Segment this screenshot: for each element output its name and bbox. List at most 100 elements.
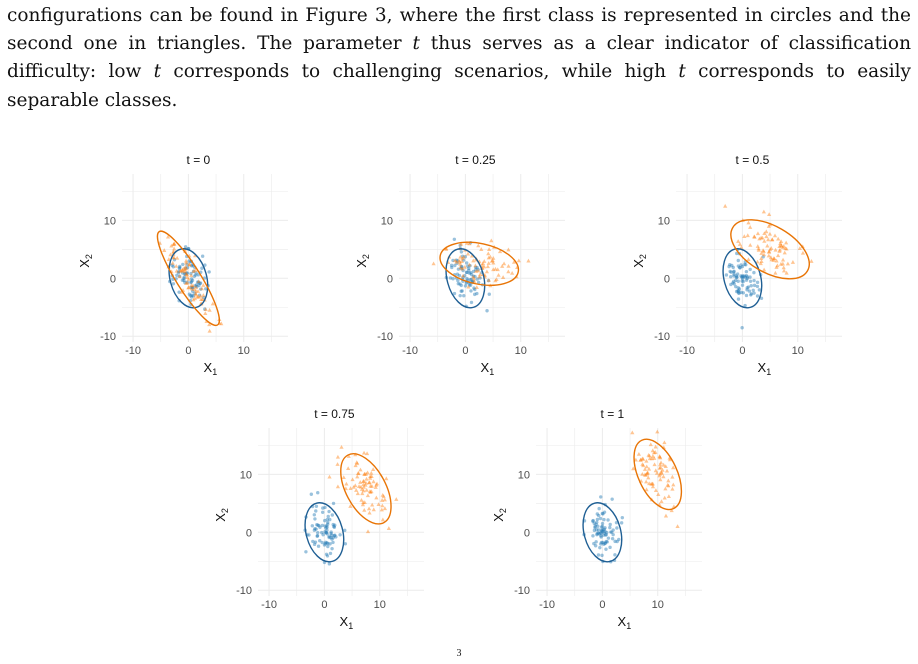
class2-point — [652, 456, 657, 460]
class1-point — [191, 269, 196, 274]
class1-point — [181, 262, 185, 267]
y-axis-label-sub: 2 — [498, 508, 508, 513]
class2-point — [782, 250, 787, 255]
class2-point — [191, 297, 196, 302]
class1-point — [461, 258, 466, 262]
class1-point — [611, 528, 615, 532]
class1-point — [603, 541, 607, 545]
x-axis-label: X1 — [204, 360, 218, 377]
class1-point — [459, 283, 463, 288]
class2-point — [636, 452, 642, 456]
class1-point — [606, 518, 610, 522]
class2-point — [657, 454, 662, 459]
class1-point — [599, 542, 603, 546]
class2-point — [758, 261, 763, 266]
class2-point — [361, 450, 367, 455]
class1-point — [198, 281, 202, 286]
class2-point — [171, 242, 176, 247]
class2-point — [800, 244, 805, 249]
class2-point — [200, 297, 205, 301]
class1-point — [191, 294, 196, 298]
class2-point — [767, 247, 773, 252]
class1-point — [731, 265, 735, 270]
x-tick-label: 0 — [462, 345, 468, 357]
class2-point — [666, 478, 671, 483]
class1-point — [749, 284, 753, 288]
class2-point — [474, 285, 479, 289]
class1-point — [325, 532, 329, 536]
class1-point — [476, 280, 481, 285]
y-tick-label: 0 — [524, 527, 530, 539]
class1-point — [486, 278, 491, 283]
class1-ellipse — [304, 502, 345, 563]
class1-point — [312, 513, 317, 517]
class1-point — [596, 531, 600, 535]
class1-point — [595, 532, 599, 536]
class1-point — [605, 530, 609, 535]
class1-point — [324, 530, 328, 535]
class2-point — [350, 477, 355, 482]
class1-point — [327, 534, 331, 539]
y-axis-label: X2 — [354, 254, 371, 268]
class1-point — [460, 254, 465, 258]
class1-point — [458, 243, 462, 248]
class1-point — [193, 291, 197, 295]
class1-point — [603, 529, 607, 534]
class2-point — [662, 495, 667, 500]
class2-point — [490, 258, 495, 262]
class1-point — [739, 290, 743, 295]
class1-point — [755, 284, 760, 289]
class1-point — [189, 271, 193, 276]
class2-point — [201, 283, 206, 287]
class2-point — [192, 296, 198, 301]
class2-point — [361, 479, 366, 484]
class2-point — [526, 258, 531, 263]
class1-point — [198, 281, 203, 285]
class1-point — [748, 279, 753, 284]
class1-point — [315, 533, 320, 538]
class1-point — [592, 521, 596, 526]
class1-point — [476, 268, 480, 272]
class2-point — [755, 231, 761, 236]
class2-point — [500, 264, 505, 268]
class2-point — [365, 493, 370, 498]
panel-title: t = 0.25 — [455, 153, 496, 167]
class1-point — [736, 289, 740, 293]
class2-point — [659, 469, 664, 474]
class1-point — [320, 530, 324, 535]
class2-point — [482, 264, 487, 269]
class2-point — [354, 488, 359, 492]
class2-point — [362, 471, 367, 476]
class1-point — [755, 294, 760, 298]
class2-point — [644, 471, 650, 476]
class1-point — [184, 266, 188, 270]
class1-point — [599, 534, 603, 538]
class1-point — [328, 542, 332, 546]
class1-point — [609, 530, 613, 534]
class1-point — [604, 539, 608, 544]
class2-point — [647, 453, 652, 458]
class1-point — [320, 510, 325, 514]
class2-point — [486, 261, 491, 265]
class2-point — [756, 246, 761, 251]
class1-point — [613, 539, 617, 544]
class2-point — [219, 321, 224, 326]
class2-point — [193, 268, 198, 272]
class1-point — [185, 271, 189, 275]
class2-point — [186, 285, 191, 290]
class2-point — [778, 243, 784, 247]
class1-point — [311, 539, 315, 544]
class1-point — [176, 271, 181, 275]
class2-point — [335, 462, 340, 466]
x-tick-label: 10 — [374, 599, 386, 611]
class2-point — [361, 488, 366, 493]
class2-point — [394, 497, 399, 501]
class1-point — [744, 293, 749, 298]
class2-point — [772, 256, 777, 261]
class2-point — [207, 328, 212, 333]
class2-point — [631, 466, 636, 471]
class1-point — [596, 553, 601, 557]
class2-point — [757, 236, 762, 241]
class1-point — [729, 270, 733, 274]
class1-point — [740, 279, 744, 283]
